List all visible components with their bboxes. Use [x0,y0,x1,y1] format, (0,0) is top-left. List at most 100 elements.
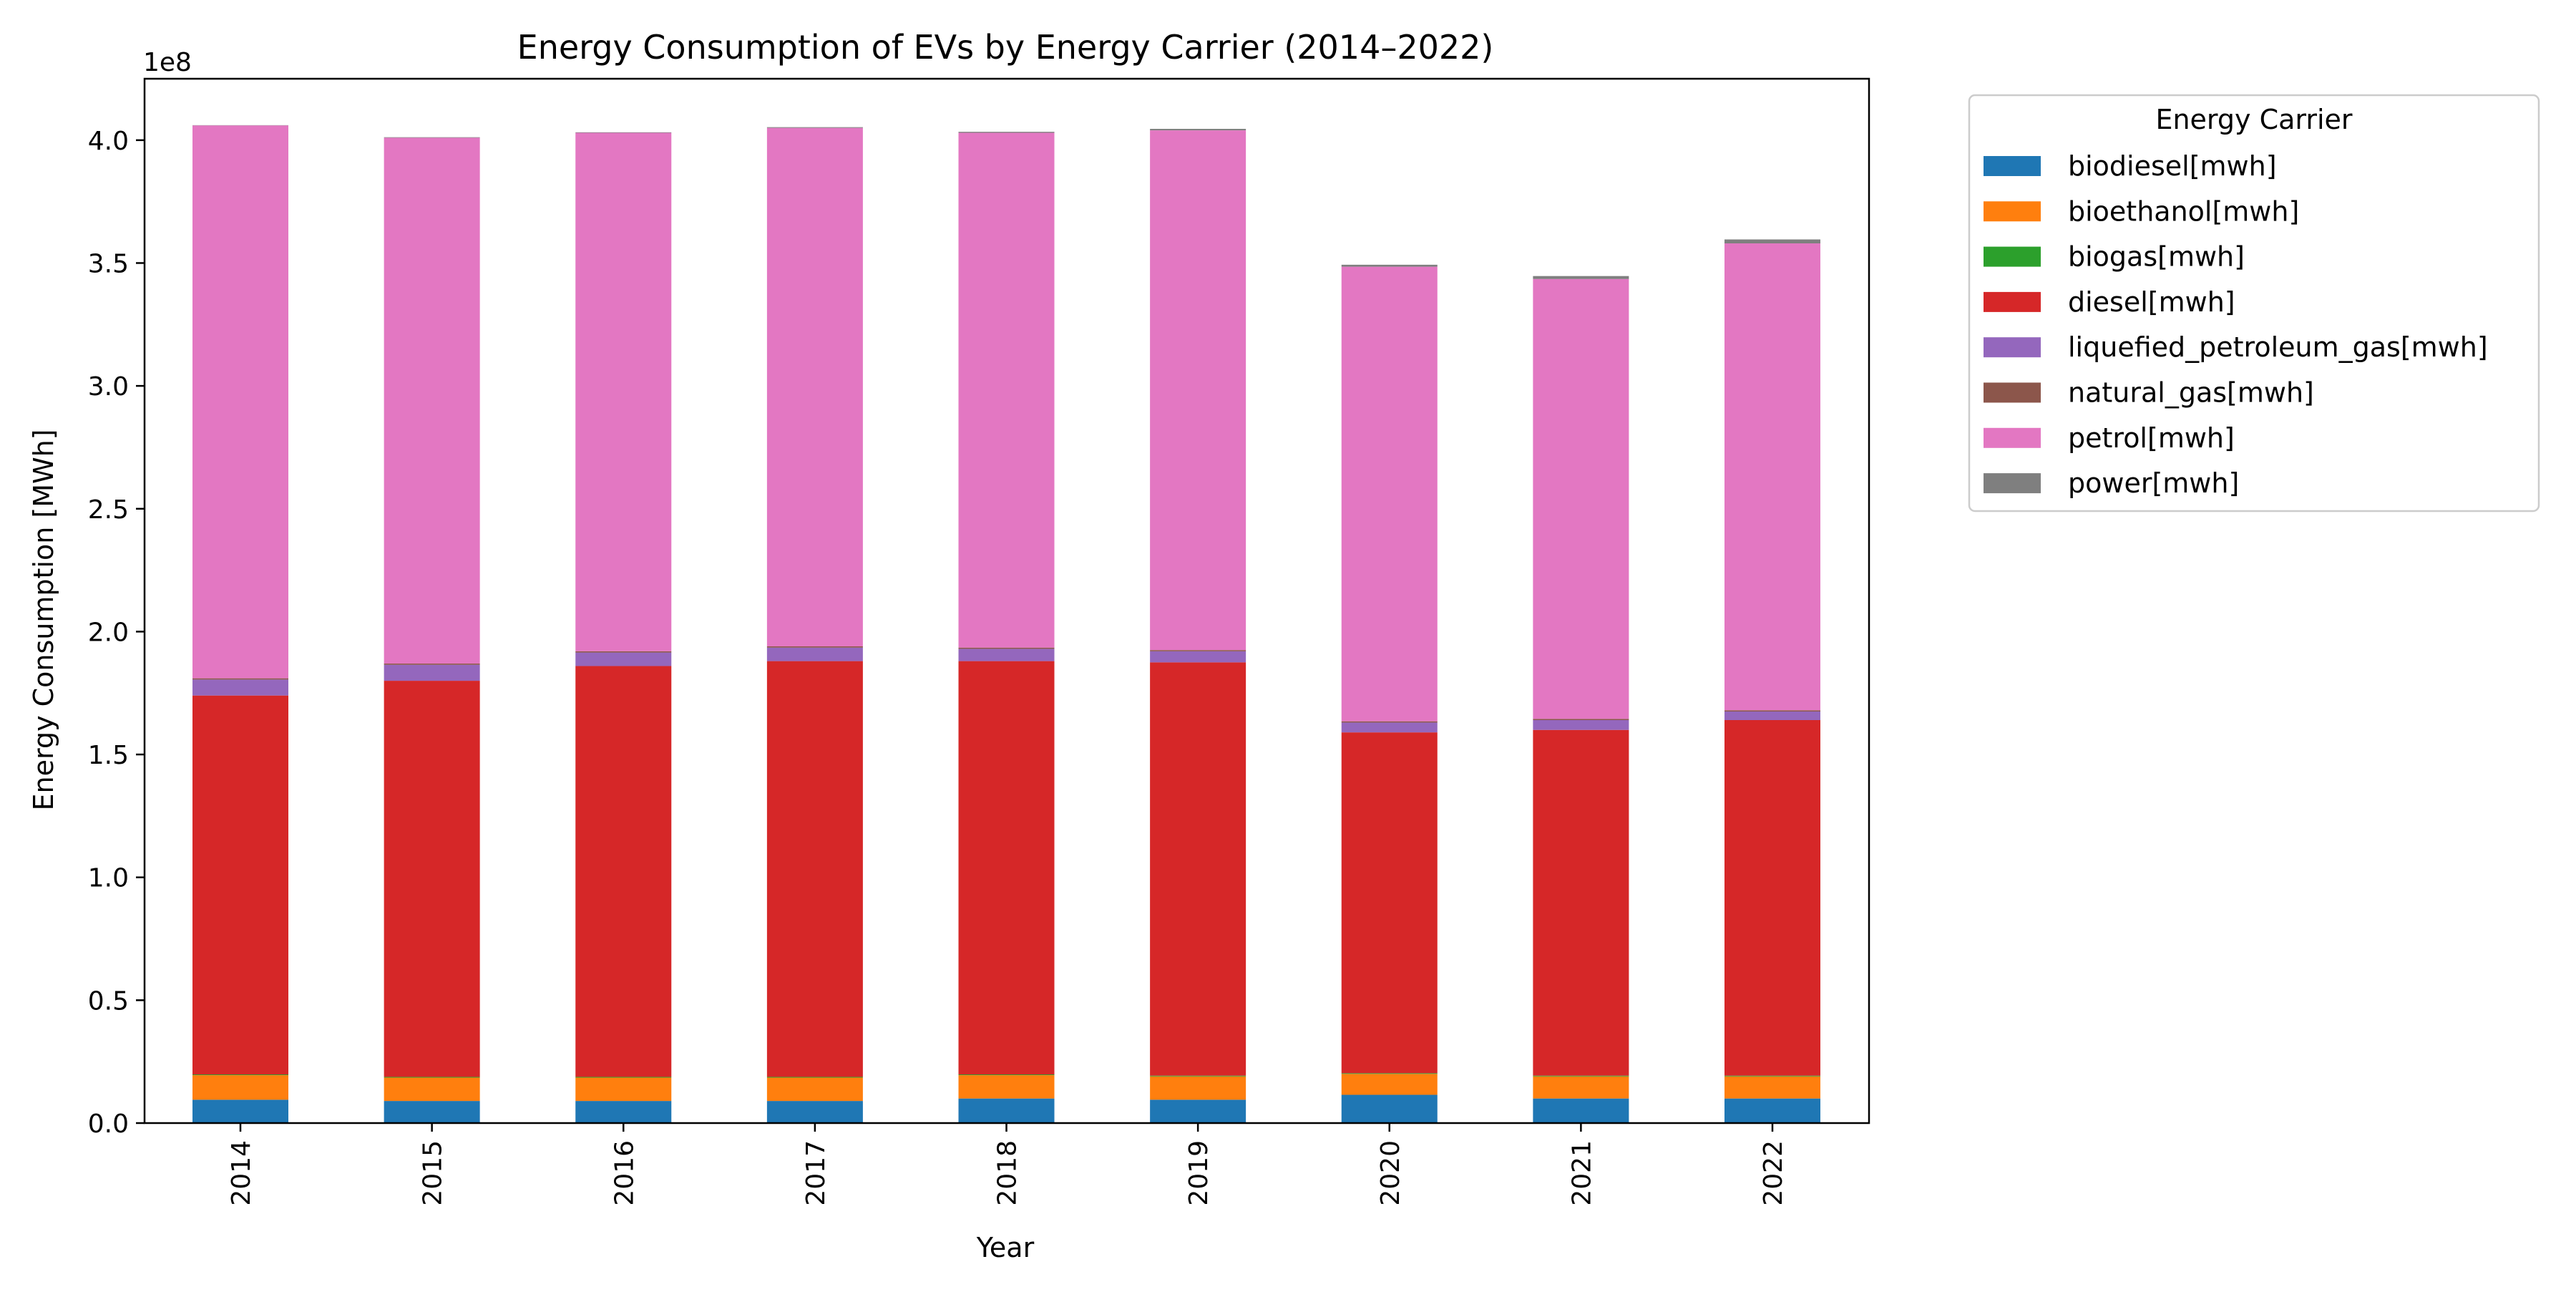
bar-2015-powermwh [384,137,480,138]
bar-2018-natural-gasmwh [959,648,1055,649]
bar-2021-biogasmwh [1533,1076,1629,1077]
legend: Energy Carrier biodiesel[mwh] bioethanol[… [1969,95,2539,511]
legend-title: Energy Carrier [2155,104,2352,135]
bar-2019-natural-gasmwh [1150,650,1246,651]
bar-2015-biodieselmwh [384,1101,480,1123]
bar-2021-biodieselmwh [1533,1099,1629,1123]
legend-swatch [1984,201,2041,221]
bar-2014-bioethanolmwh [192,1075,288,1099]
bar-2020-dieselmwh [1342,732,1438,1073]
legend-swatch [1984,473,2041,493]
bar-2018-liquefied-petroleum-gasmwh [959,649,1055,661]
bar-2019-petrolmwh [1150,130,1246,650]
bar-2014-petrolmwh [192,125,288,678]
bar-2018-biogasmwh [959,1074,1055,1075]
legend-label: biodiesel[mwh] [2068,150,2277,182]
bar-2017-dieselmwh [767,661,863,1077]
x-tick-label: 2017 [801,1140,831,1206]
x-tick-label: 2015 [419,1140,448,1206]
bar-2021-bioethanolmwh [1533,1077,1629,1099]
bar-2018-dieselmwh [959,661,1055,1074]
bar-2020-petrolmwh [1342,267,1438,722]
bar-2014-liquefied-petroleum-gasmwh [192,679,288,695]
bar-2022-powermwh [1724,240,1820,243]
y-tick-label: 4.0 [88,127,129,156]
bar-2020-biogasmwh [1342,1073,1438,1074]
legend-swatch [1984,337,2041,357]
bar-2019-bioethanolmwh [1150,1077,1246,1100]
legend-label: bioethanol[mwh] [2068,195,2299,227]
legend-swatch [1984,156,2041,176]
bar-2017-liquefied-petroleum-gasmwh [767,648,863,661]
bar-2020-bioethanolmwh [1342,1074,1438,1094]
bar-2016-liquefied-petroleum-gasmwh [575,653,671,666]
y-tick-label: 0.5 [88,986,129,1016]
y-tick-label: 2.5 [88,495,129,525]
bar-2014-natural-gasmwh [192,679,288,680]
legend-label: liquefied_petroleum_gas[mwh] [2068,331,2488,363]
bar-2016-powermwh [575,132,671,133]
bar-2015-liquefied-petroleum-gasmwh [384,665,480,681]
y-tick-label: 2.0 [88,618,129,647]
bars-group [192,125,1820,1123]
x-tick-label: 2014 [227,1140,256,1206]
bar-2021-natural-gasmwh [1533,719,1629,720]
legend-swatch [1984,428,2041,448]
bar-2020-powermwh [1342,265,1438,267]
x-tick-label: 2020 [1376,1140,1405,1206]
legend-label: power[mwh] [2068,467,2239,499]
bar-2017-bioethanolmwh [767,1077,863,1101]
y-tick-label: 0.0 [88,1109,129,1139]
bar-2016-bioethanolmwh [575,1077,671,1101]
bar-2014-biogasmwh [192,1074,288,1075]
bar-2017-petrolmwh [767,128,863,646]
bar-2021-dieselmwh [1533,730,1629,1076]
legend-swatch [1984,383,2041,403]
bar-2017-natural-gasmwh [767,646,863,648]
x-axis-label: Year [976,1232,1035,1263]
y-tick-label: 1.5 [88,741,129,770]
bar-2018-biodieselmwh [959,1099,1055,1123]
bar-2022-bioethanolmwh [1724,1077,1820,1099]
x-tick-label: 2019 [1184,1140,1214,1206]
legend-label: petrol[mwh] [2068,422,2235,454]
y-axis-label: Energy Consumption [MWh] [28,429,59,811]
bar-2019-biodieselmwh [1150,1099,1246,1123]
x-tick-label: 2016 [610,1140,639,1206]
bar-2017-biodieselmwh [767,1101,863,1123]
bar-2019-liquefied-petroleum-gasmwh [1150,651,1246,662]
bar-2018-bioethanolmwh [959,1075,1055,1099]
legend-swatch [1984,292,2041,312]
y-tick-label: 3.5 [88,249,129,278]
x-axis: 2014 2015 2016 2017 2018 2019 2020 2021 2022 [227,1123,1788,1206]
legend-swatch [1984,247,2041,267]
bar-2022-liquefied-petroleum-gasmwh [1724,711,1820,720]
bar-2015-bioethanolmwh [384,1077,480,1101]
bar-2015-dieselmwh [384,681,480,1077]
legend-label: natural_gas[mwh] [2068,377,2314,409]
bar-2021-liquefied-petroleum-gasmwh [1533,720,1629,730]
bar-2016-petrolmwh [575,133,671,651]
x-tick-label: 2021 [1567,1140,1596,1206]
bar-2015-petrolmwh [384,137,480,664]
y-axis-offset-label: 1e8 [143,48,192,77]
bar-2019-dieselmwh [1150,662,1246,1075]
y-tick-label: 1.0 [88,864,129,893]
bar-2016-natural-gasmwh [575,651,671,653]
bar-2019-biogasmwh [1150,1076,1246,1077]
chart-title: Energy Consumption of EVs by Energy Carr… [517,28,1494,67]
bar-2016-dieselmwh [575,666,671,1077]
bar-2021-petrolmwh [1533,279,1629,719]
y-tick-label: 3.0 [88,372,129,402]
x-tick-label: 2022 [1759,1140,1788,1206]
bar-2016-biodieselmwh [575,1101,671,1123]
bar-2018-petrolmwh [959,133,1055,648]
legend-label: biogas[mwh] [2068,241,2245,273]
bar-2014-dieselmwh [192,696,288,1074]
x-tick-label: 2018 [993,1140,1023,1206]
bar-2022-biodieselmwh [1724,1099,1820,1123]
bar-2017-powermwh [767,127,863,128]
legend-label: diesel[mwh] [2068,286,2235,318]
